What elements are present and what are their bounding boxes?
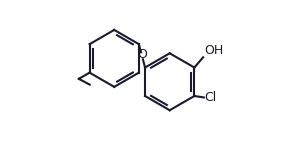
Text: O: O bbox=[137, 48, 147, 61]
Text: OH: OH bbox=[204, 44, 223, 57]
Text: Cl: Cl bbox=[205, 91, 217, 104]
